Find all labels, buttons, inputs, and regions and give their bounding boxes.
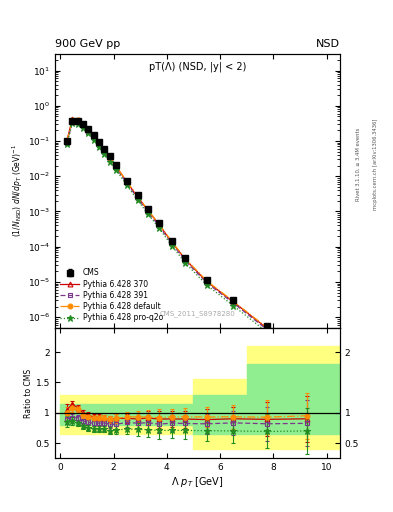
Text: 900 GeV pp: 900 GeV pp [55, 38, 120, 49]
Pythia 6.428 default [91, 134, 96, 140]
Pythia 6.428 370 [70, 116, 75, 122]
Pythia 6.428 pro-q2o [304, 358, 309, 365]
Pythia 6.428 pro-q2o [264, 329, 269, 335]
Pythia 6.428 default [70, 117, 75, 123]
Pythia 6.428 370 [135, 194, 140, 200]
Pythia 6.428 default [304, 353, 309, 359]
Pythia 6.428 370 [183, 257, 188, 263]
Pythia 6.428 default [97, 140, 101, 146]
Pythia 6.428 default [75, 117, 80, 123]
Pythia 6.428 391 [135, 195, 140, 201]
Text: pT(Λ) (NSD, |y| < 2): pT(Λ) (NSD, |y| < 2) [149, 62, 246, 73]
Pythia 6.428 pro-q2o [86, 130, 91, 136]
Legend: CMS, Pythia 6.428 370, Pythia 6.428 391, Pythia 6.428 default, Pythia 6.428 pro-: CMS, Pythia 6.428 370, Pythia 6.428 391,… [59, 267, 164, 324]
Pythia 6.428 391 [81, 123, 85, 130]
Pythia 6.428 370 [125, 179, 129, 185]
Pythia 6.428 pro-q2o [231, 303, 236, 309]
Pythia 6.428 default [86, 127, 91, 133]
Pythia 6.428 391 [114, 165, 119, 171]
Pythia 6.428 391 [107, 156, 112, 162]
Line: Pythia 6.428 391: Pythia 6.428 391 [64, 120, 309, 361]
Pythia 6.428 pro-q2o [204, 282, 209, 288]
Pythia 6.428 370 [64, 137, 69, 143]
Pythia 6.428 pro-q2o [146, 211, 151, 218]
Pythia 6.428 391 [91, 135, 96, 141]
Pythia 6.428 370 [91, 133, 96, 139]
Pythia 6.428 370 [86, 126, 91, 133]
Pythia 6.428 370 [75, 117, 80, 123]
Pythia 6.428 391 [102, 149, 107, 155]
Pythia 6.428 370 [156, 221, 161, 227]
Pythia 6.428 391 [146, 209, 151, 215]
Pythia 6.428 391 [64, 140, 69, 146]
Pythia 6.428 default [231, 298, 236, 305]
Pythia 6.428 default [81, 122, 85, 128]
Pythia 6.428 default [102, 147, 107, 154]
Pythia 6.428 370 [170, 240, 174, 246]
Pythia 6.428 default [125, 179, 129, 185]
Pythia 6.428 391 [97, 142, 101, 148]
Pythia 6.428 370 [81, 121, 85, 127]
Pythia 6.428 pro-q2o [75, 121, 80, 127]
Pythia 6.428 pro-q2o [125, 182, 129, 188]
Pythia 6.428 pro-q2o [156, 225, 161, 231]
Pythia 6.428 391 [264, 326, 269, 332]
Pythia 6.428 pro-q2o [70, 120, 75, 126]
Pythia 6.428 pro-q2o [102, 151, 107, 157]
Pythia 6.428 391 [183, 258, 188, 264]
Pythia 6.428 370 [264, 325, 269, 331]
Pythia 6.428 391 [170, 241, 174, 247]
Pythia 6.428 pro-q2o [91, 137, 96, 143]
Pythia 6.428 pro-q2o [81, 125, 85, 131]
Pythia 6.428 391 [231, 300, 236, 306]
Pythia 6.428 370 [114, 163, 119, 169]
Pythia 6.428 default [107, 155, 112, 161]
Pythia 6.428 default [264, 325, 269, 331]
Text: NSD: NSD [316, 38, 340, 49]
Pythia 6.428 391 [70, 119, 75, 125]
Pythia 6.428 default [183, 256, 188, 262]
Pythia 6.428 370 [97, 140, 101, 146]
Line: Pythia 6.428 pro-q2o: Pythia 6.428 pro-q2o [64, 120, 310, 365]
Pythia 6.428 default [204, 278, 209, 284]
Pythia 6.428 391 [125, 180, 129, 186]
Pythia 6.428 default [146, 207, 151, 214]
Pythia 6.428 pro-q2o [170, 243, 174, 249]
Pythia 6.428 default [114, 163, 119, 169]
Y-axis label: $(1/N_\mathrm{NSD})\ dN/dp_T\ (\mathrm{GeV})^{-1}$: $(1/N_\mathrm{NSD})\ dN/dp_T\ (\mathrm{G… [11, 144, 25, 238]
Pythia 6.428 391 [304, 356, 309, 362]
Pythia 6.428 370 [231, 299, 236, 305]
Pythia 6.428 pro-q2o [135, 197, 140, 203]
Pythia 6.428 pro-q2o [64, 140, 69, 146]
Pythia 6.428 391 [86, 129, 91, 135]
Pythia 6.428 default [135, 193, 140, 199]
Pythia 6.428 370 [107, 155, 112, 161]
Text: mcplots.cern.ch [arXiv:1306.3436]: mcplots.cern.ch [arXiv:1306.3436] [373, 118, 378, 209]
Pythia 6.428 370 [304, 354, 309, 360]
Pythia 6.428 370 [146, 208, 151, 214]
Pythia 6.428 391 [204, 280, 209, 286]
Pythia 6.428 370 [204, 279, 209, 285]
Line: Pythia 6.428 370: Pythia 6.428 370 [64, 117, 309, 360]
Pythia 6.428 default [170, 239, 174, 245]
Text: Rivet 3.1.10, ≥ 3.4M events: Rivet 3.1.10, ≥ 3.4M events [356, 127, 361, 201]
X-axis label: $\Lambda\ p_T$ [GeV]: $\Lambda\ p_T$ [GeV] [171, 475, 224, 489]
Pythia 6.428 391 [75, 119, 80, 125]
Pythia 6.428 pro-q2o [183, 260, 188, 266]
Pythia 6.428 370 [102, 147, 107, 154]
Pythia 6.428 pro-q2o [97, 144, 101, 150]
Pythia 6.428 391 [156, 223, 161, 229]
Pythia 6.428 pro-q2o [114, 167, 119, 173]
Pythia 6.428 pro-q2o [107, 159, 112, 165]
Pythia 6.428 default [64, 138, 69, 144]
Y-axis label: Ratio to CMS: Ratio to CMS [24, 369, 33, 418]
Text: CMS_2011_S8978280: CMS_2011_S8978280 [160, 310, 235, 317]
Line: Pythia 6.428 default: Pythia 6.428 default [64, 117, 309, 359]
Pythia 6.428 default [156, 221, 161, 227]
